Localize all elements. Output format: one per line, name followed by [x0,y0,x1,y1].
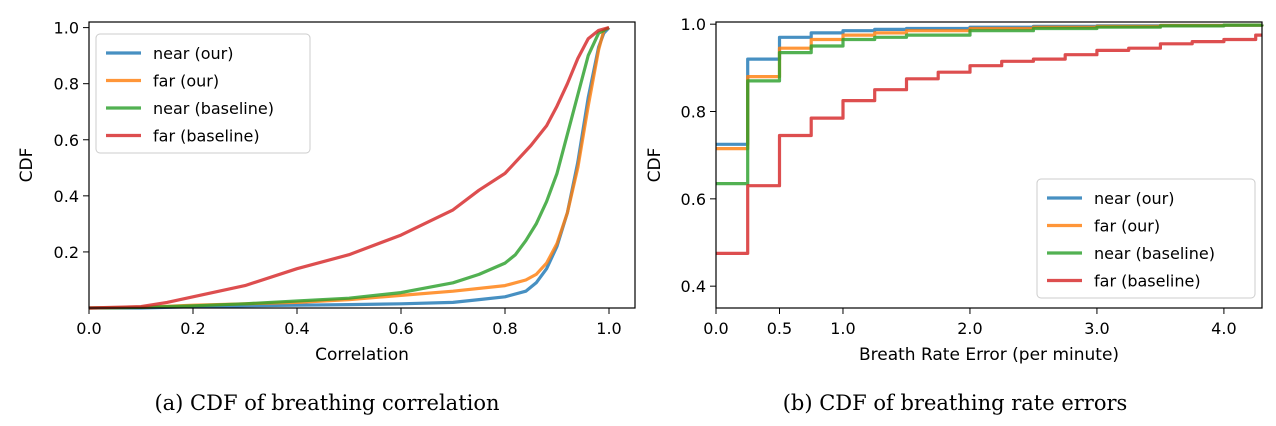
series-lines [716,23,1264,255]
x-tick-label: 0.4 [284,319,309,338]
subfigure-caption: (b) CDF of breathing rate errors [783,391,1128,415]
y-tick-label: 0.2 [54,243,79,262]
x-tick-label: 0.2 [180,319,205,338]
y-tick-label: 0.6 [681,190,706,209]
y-tick-label: 0.4 [54,187,79,206]
legend-label: far (baseline) [153,127,260,146]
series-lines [88,26,611,310]
y-tick-label: 0.4 [681,277,706,296]
series-line-far-baseline [88,26,610,310]
legend-box [95,33,311,154]
y-axis-label: CDF [645,148,665,183]
y-ticks: 0.4 0.6 0.8 1.0 [681,15,716,296]
legend-label: far (our) [1094,217,1160,236]
y-tick-label: 1.0 [54,19,79,38]
series-line-near-baseline [716,23,1264,186]
x-tick-label: 0.8 [492,319,517,338]
chart-panel-rate-error: 0.0 0.5 1.0 2.0 3.0 4.0 0.4 0.6 0.8 1.0 Breath R… [645,15,1264,415]
y-ticks: 0.2 0.4 0.6 0.8 1.0 [54,19,89,262]
series-line-near-baseline [88,26,610,310]
x-ticks: 0.0 0.2 0.4 0.6 0.8 1.0 [76,308,622,338]
legend-label: near (baseline) [153,99,274,118]
x-tick-label: 0.6 [388,319,413,338]
y-axis-label: CDF [17,148,37,183]
legend-label: near (our) [153,44,233,63]
x-tick-label: 1.0 [830,319,855,338]
legend: near (our) far (our) near (baseline) far (b… [95,33,311,154]
x-tick-label: 0.0 [703,319,728,338]
legend-label: near (baseline) [1094,244,1215,263]
y-tick-label: 0.8 [54,75,79,94]
x-tick-label: 1.0 [596,319,621,338]
legend-label: far (our) [153,72,219,91]
y-tick-label: 0.6 [54,131,79,150]
y-tick-label: 0.8 [681,103,706,122]
series-line-far-baseline [716,33,1262,255]
x-tick-label: 2.0 [957,319,982,338]
subfigure-caption: (a) CDF of breathing correlation [154,391,499,415]
x-tick-label: 0.0 [76,319,101,338]
legend-label: far (baseline) [1094,272,1201,291]
x-tick-label: 0.5 [767,319,792,338]
x-axis-label: Correlation [315,345,409,365]
chart-panel-correlation: 0.0 0.2 0.4 0.6 0.8 1.0 0.2 0.4 0.6 0.8 1.0 Corre… [17,19,636,415]
y-tick-label: 1.0 [681,15,706,34]
x-axis-label: Breath Rate Error (per minute) [859,345,1119,365]
legend-box [1036,178,1256,299]
plot-frame [715,21,1263,309]
plot-frame [88,21,636,309]
x-ticks: 0.0 0.5 1.0 2.0 3.0 4.0 [703,308,1237,338]
x-tick-label: 4.0 [1211,319,1236,338]
legend: near (our) far (our) near (baseline) far (b… [1036,178,1256,299]
legend-label: near (our) [1094,189,1174,208]
x-tick-label: 3.0 [1084,319,1109,338]
